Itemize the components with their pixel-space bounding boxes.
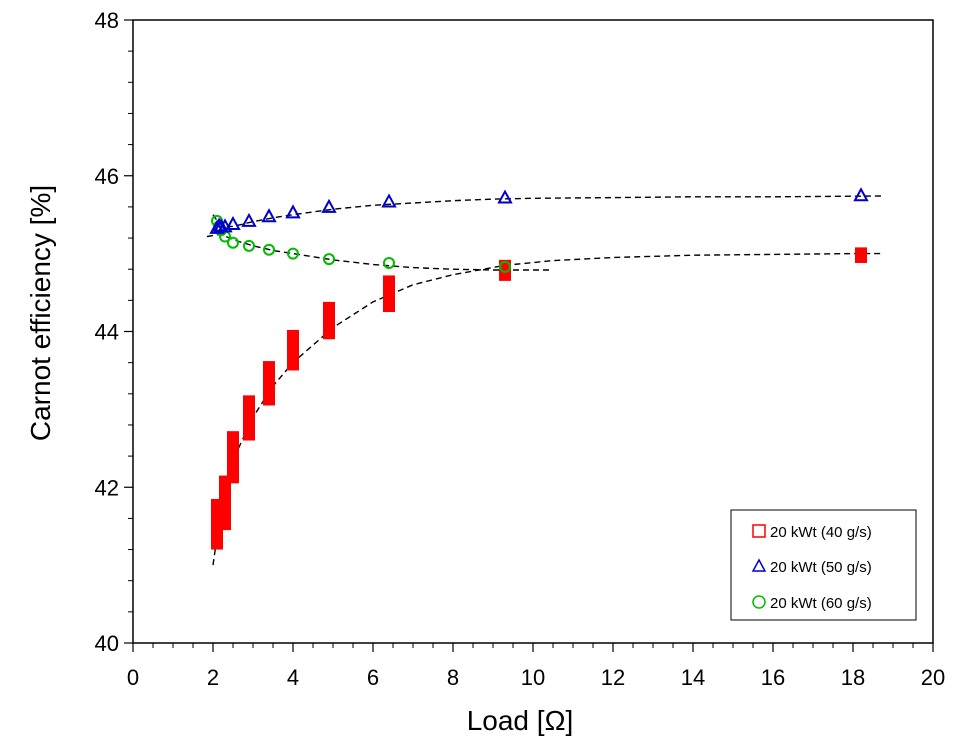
x-tick-label: 6	[367, 665, 379, 690]
data-point-50gs	[285, 204, 301, 219]
data-point-60gs	[323, 253, 335, 266]
data-point-40gs	[287, 329, 299, 371]
x-tick-label: 16	[761, 665, 785, 690]
legend-label: 20 kWt (50 g/s)	[770, 559, 872, 576]
x-axis-title: Load [Ω]	[467, 705, 574, 736]
legend: 20 kWt (40 g/s) 20 kWt (50 g/s) 20 kWt (60…	[730, 509, 917, 621]
data-point-60gs	[227, 236, 239, 249]
data-point-40gs	[243, 395, 255, 441]
legend-marker-circle	[752, 595, 766, 609]
x-tick-label: 2	[207, 665, 219, 690]
y-tick-label: 46	[95, 164, 119, 189]
data-point-50gs	[241, 212, 257, 227]
data-point-50gs	[261, 208, 277, 223]
data-point-50gs	[497, 189, 513, 204]
data-point-60gs	[499, 260, 511, 273]
data-point-40gs	[219, 475, 231, 531]
fit-curve-line	[212, 195, 882, 228]
x-tick-label: 18	[841, 665, 865, 690]
data-point-40gs	[263, 361, 275, 406]
data-point-60gs	[243, 239, 255, 252]
y-tick-label: 40	[95, 631, 119, 656]
data-point-60gs	[383, 256, 395, 269]
data-point-50gs	[381, 193, 397, 208]
legend-marker-square	[752, 524, 766, 538]
y-axis-title: Carnot efficiency [%]	[25, 185, 56, 441]
data-point-40gs	[323, 301, 335, 340]
data-point-50gs	[225, 215, 241, 231]
y-tick-label: 44	[95, 320, 119, 345]
x-tick-label: 20	[921, 665, 945, 690]
data-point-40gs	[855, 247, 867, 263]
data-point-60gs	[287, 247, 299, 260]
fit-curve-line	[212, 252, 881, 566]
y-tick-label: 42	[95, 475, 119, 500]
data-point-40gs	[499, 259, 511, 281]
legend-label: 20 kWt (60 g/s)	[770, 595, 872, 612]
y-tick-label: 48	[95, 8, 119, 33]
x-tick-label: 12	[601, 665, 625, 690]
x-tick-label: 10	[521, 665, 545, 690]
data-point-50gs	[853, 187, 869, 202]
x-tick-label: 14	[681, 665, 705, 690]
x-tick-label: 4	[287, 665, 299, 690]
data-markers	[209, 187, 869, 550]
legend-label: 20 kWt (40 g/s)	[770, 524, 872, 541]
x-tick-label: 0	[127, 665, 139, 690]
data-point-50gs	[321, 198, 337, 213]
data-point-60gs	[263, 243, 275, 256]
data-point-40gs	[383, 275, 395, 313]
data-point-40gs	[227, 431, 239, 484]
x-tick-label: 8	[447, 665, 459, 690]
legend-marker-triangle	[751, 558, 767, 572]
